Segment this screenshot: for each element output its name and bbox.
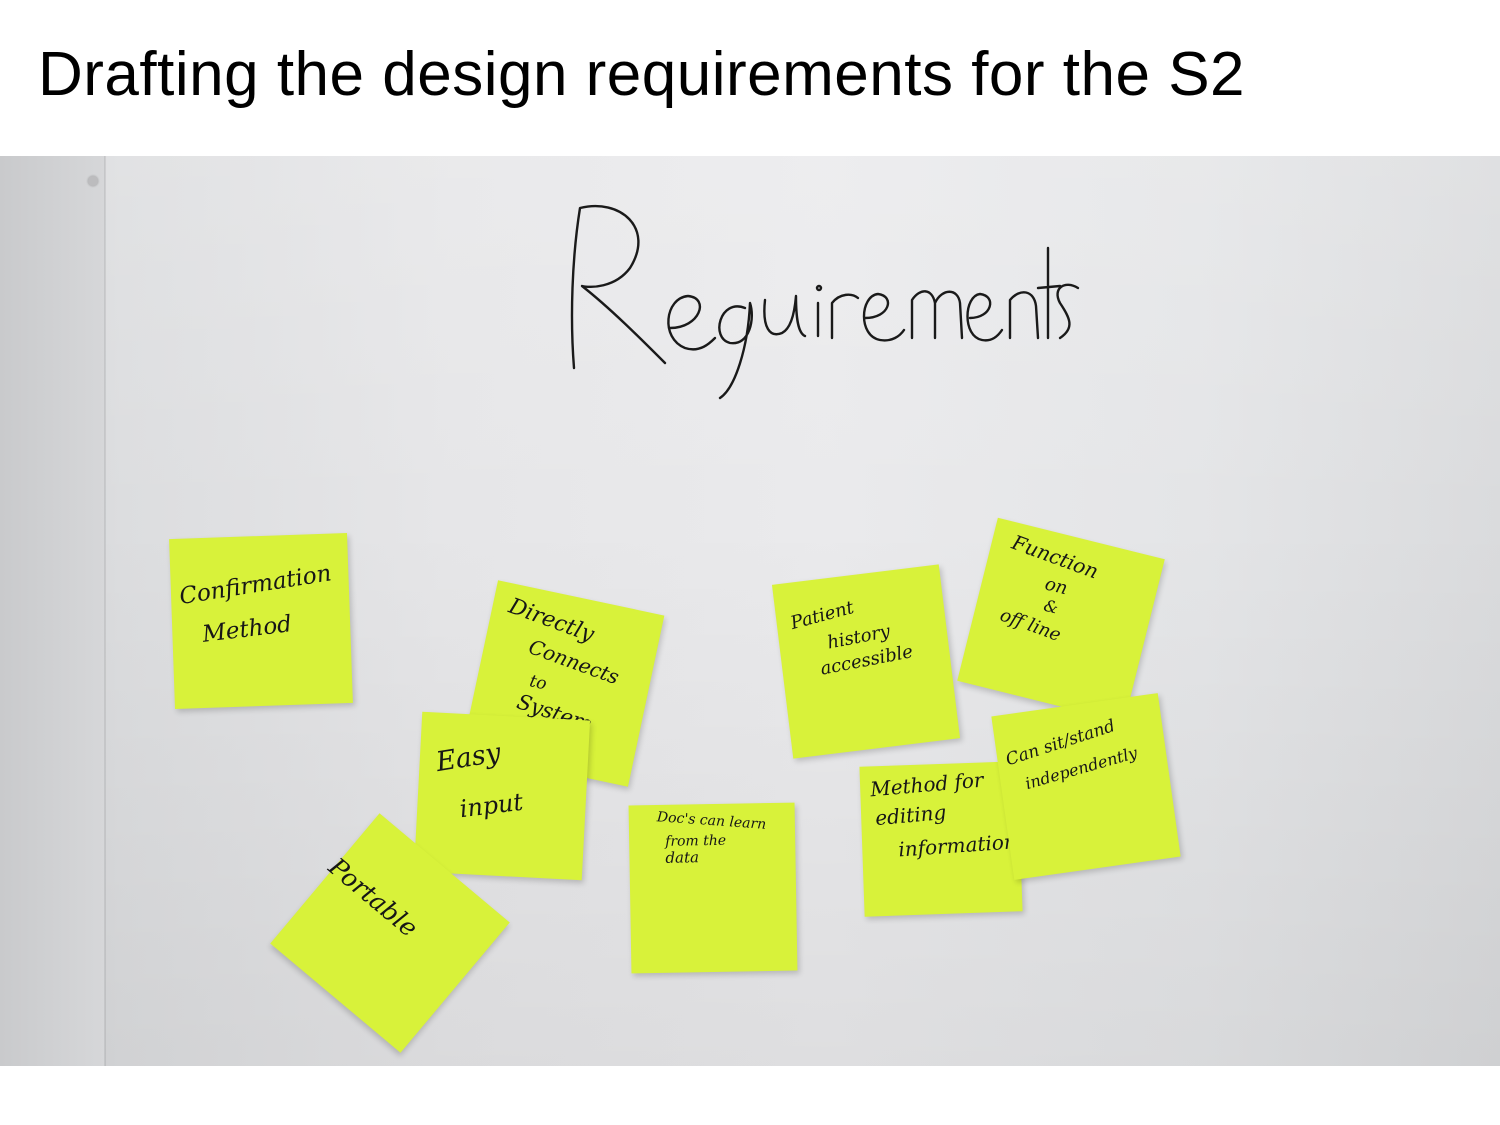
paper-fold bbox=[0, 156, 105, 1066]
note-text: to bbox=[527, 671, 549, 695]
pushpin bbox=[88, 176, 98, 186]
sticky-note-confirmation-method: Confirmation Method bbox=[169, 532, 353, 710]
note-text: Function bbox=[1008, 530, 1102, 584]
note-text: from the bbox=[665, 832, 727, 850]
sticky-note-sit-stand: Can sit/stand independently bbox=[991, 693, 1181, 880]
note-text: Method bbox=[200, 611, 294, 648]
sticky-note-easy-input: Easy input bbox=[413, 711, 591, 881]
whiteboard-photo: Confirmation Method Directly Connects to… bbox=[0, 156, 1500, 1066]
note-text: Portable bbox=[323, 852, 424, 943]
note-text: Easy bbox=[433, 737, 503, 779]
sticky-note-docs-learn: Doc's can learn from the data bbox=[628, 802, 798, 974]
note-text: input bbox=[458, 787, 525, 824]
note-text: Method for bbox=[869, 767, 985, 802]
note-text: on bbox=[1042, 573, 1070, 600]
note-text: Directly bbox=[505, 593, 598, 648]
sticky-note-patient-history: Patient history accessible bbox=[771, 564, 961, 759]
note-text: data bbox=[665, 848, 700, 867]
note-text: Confirmation bbox=[177, 560, 334, 611]
note-text: information bbox=[897, 829, 1018, 862]
sticky-note-method-editing: Method for editing information bbox=[859, 761, 1023, 917]
slide-title: Drafting the design requirements for the… bbox=[38, 40, 1246, 109]
note-text: & bbox=[1041, 595, 1061, 618]
note-text: Doc's can learn bbox=[656, 809, 767, 833]
handwritten-heading-requirements bbox=[570, 204, 1080, 400]
note-text: editing bbox=[874, 799, 948, 831]
